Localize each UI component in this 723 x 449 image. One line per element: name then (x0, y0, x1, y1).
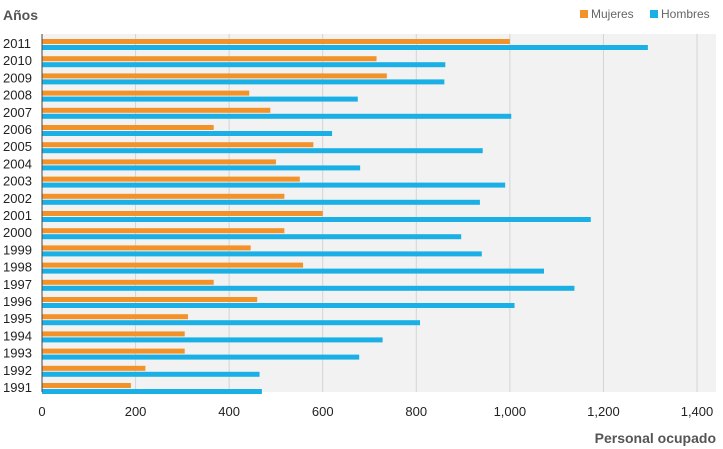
y-tick-label: 1997 (3, 277, 32, 292)
legend-item-mujeres-swatch (580, 10, 588, 18)
y-tick-label: 2005 (3, 139, 32, 154)
bars (42, 39, 648, 394)
y-tick-label: 2003 (3, 174, 32, 189)
x-tick-label: 200 (125, 404, 147, 419)
bar-hombres (42, 165, 361, 171)
bar-hombres (42, 354, 360, 360)
bar-mujeres (42, 125, 214, 130)
bar-mujeres (42, 176, 300, 182)
bar-hombres (42, 113, 512, 119)
bar-mujeres (42, 142, 314, 148)
bar-hombres (42, 251, 482, 257)
y-tick-label: 2010 (3, 53, 32, 68)
bar-mujeres (42, 73, 387, 79)
x-axis-title: Personal ocupado (595, 430, 716, 446)
y-tick-label: 1998 (3, 260, 32, 275)
y-axis-title: Años (3, 7, 38, 23)
bar-hombres (42, 217, 591, 222)
y-tick-label: 2004 (3, 156, 32, 171)
y-tick-label: 1995 (3, 311, 32, 326)
bar-mujeres (42, 365, 146, 371)
y-tick-label: 2001 (3, 208, 32, 223)
bar-hombres (42, 182, 506, 188)
bar-hombres (42, 234, 462, 240)
y-tick-label: 1999 (3, 242, 32, 257)
x-tick-label: 0 (38, 404, 45, 419)
bar-hombres (42, 268, 545, 274)
y-tick-label: 2008 (3, 88, 32, 103)
bar-mujeres (42, 107, 271, 113)
bar-hombres (42, 131, 333, 136)
y-tick-label: 2006 (3, 122, 32, 137)
bar-mujeres (42, 211, 323, 216)
bar-hombres (42, 96, 358, 102)
x-tick-label: 1,200 (587, 404, 620, 419)
y-tick-label: 1993 (3, 346, 32, 361)
bar-mujeres (42, 297, 258, 302)
bar-mujeres (42, 314, 188, 320)
legend: Mujeres Hombres (580, 7, 710, 21)
bar-mujeres (42, 56, 377, 62)
y-tick-label: 1992 (3, 363, 32, 378)
bar-mujeres (42, 245, 251, 251)
y-tick-label: 2011 (3, 36, 31, 51)
bar-hombres (42, 389, 262, 394)
x-tick-label: 1,000 (494, 404, 527, 419)
bar-mujeres (42, 262, 304, 268)
bar-hombres (42, 285, 575, 291)
bar-mujeres (42, 159, 276, 165)
bar-mujeres (42, 39, 510, 44)
y-tick-label: 2000 (3, 225, 32, 240)
bar-mujeres (42, 348, 185, 354)
y-tick-label: 2007 (3, 105, 32, 120)
y-tick-label: 2002 (3, 191, 32, 206)
x-tick-label: 600 (312, 404, 334, 419)
x-tick-label: 400 (218, 404, 240, 419)
y-tick-label: 2009 (3, 70, 32, 85)
y-tick-label: 1991 (3, 380, 32, 395)
bar-mujeres (42, 90, 250, 96)
bar-mujeres (42, 228, 285, 234)
bar-mujeres (42, 279, 214, 285)
bar-mujeres (42, 331, 185, 337)
x-tick-label: 800 (405, 404, 427, 419)
legend-item-mujeres-label: Mujeres (591, 7, 634, 21)
bar-hombres (42, 303, 515, 308)
y-tick-label: 1996 (3, 294, 32, 309)
x-tick-label: 1,400 (681, 404, 714, 419)
bar-hombres (42, 62, 446, 68)
bar-hombres (42, 45, 648, 50)
bar-hombres (42, 337, 383, 343)
legend-item-hombres-label: Hombres (661, 7, 710, 21)
y-tick-labels: 2011 2010 2009 2008 2007 2006 2005 2004 2003 2002… (3, 36, 32, 395)
bar-hombres (42, 320, 421, 326)
legend-item-hombres-swatch (650, 10, 658, 18)
bar-mujeres (42, 193, 285, 199)
x-tick-labels: 0 200 400 600 800 1,000 1,200 1,400 (38, 404, 713, 419)
bar-hombres (42, 199, 480, 205)
bar-hombres (42, 148, 483, 154)
y-tick-label: 1994 (3, 328, 32, 343)
bar-mujeres (42, 383, 131, 388)
bar-hombres (42, 79, 445, 85)
bar-hombres (42, 371, 260, 377)
